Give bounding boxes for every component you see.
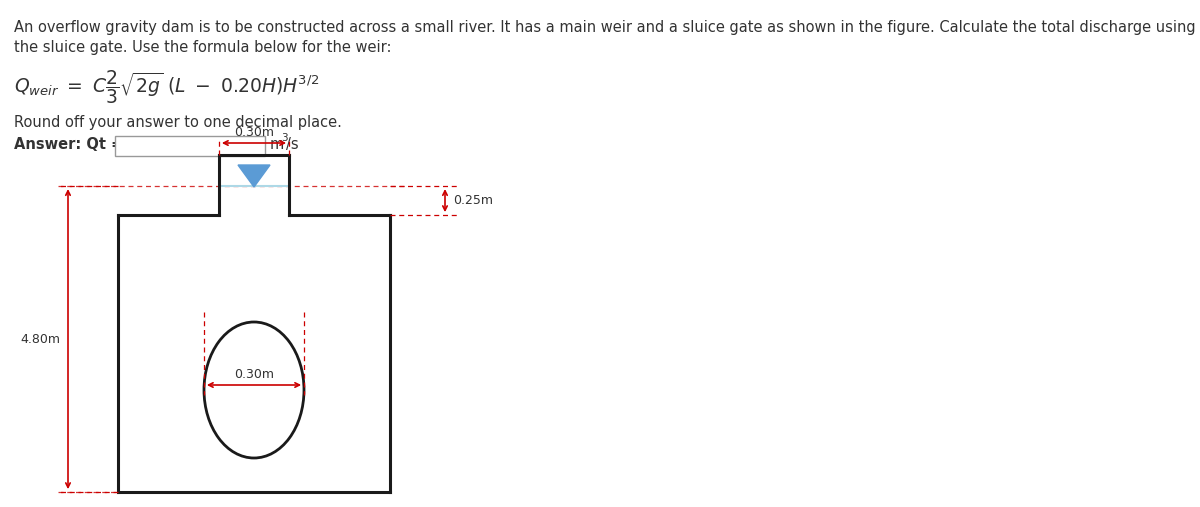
Text: 0.30m: 0.30m — [234, 368, 274, 381]
Text: 0.25m: 0.25m — [454, 194, 493, 207]
Text: An overflow gravity dam is to be constructed across a small river. It has a main: An overflow gravity dam is to be constru… — [14, 20, 1200, 35]
Text: $Q_{weir}\ =\ C\dfrac{2}{3}\sqrt{2g}\ (L\ -\ 0.20H)H^{3/2}$: $Q_{weir}\ =\ C\dfrac{2}{3}\sqrt{2g}\ (L… — [14, 68, 319, 106]
Text: Round off your answer to one decimal place.: Round off your answer to one decimal pla… — [14, 115, 342, 130]
Text: m: m — [270, 137, 284, 152]
Text: 4.80m: 4.80m — [20, 333, 60, 346]
Text: /s: /s — [286, 137, 299, 152]
Polygon shape — [238, 165, 270, 187]
Text: Answer: Qt =: Answer: Qt = — [14, 137, 124, 152]
Ellipse shape — [204, 322, 304, 458]
Text: 0.30m: 0.30m — [234, 126, 274, 139]
Bar — [115, 136, 265, 156]
Text: 3: 3 — [281, 133, 288, 143]
Text: the sluice gate. Use the formula below for the weir:: the sluice gate. Use the formula below f… — [14, 40, 391, 55]
